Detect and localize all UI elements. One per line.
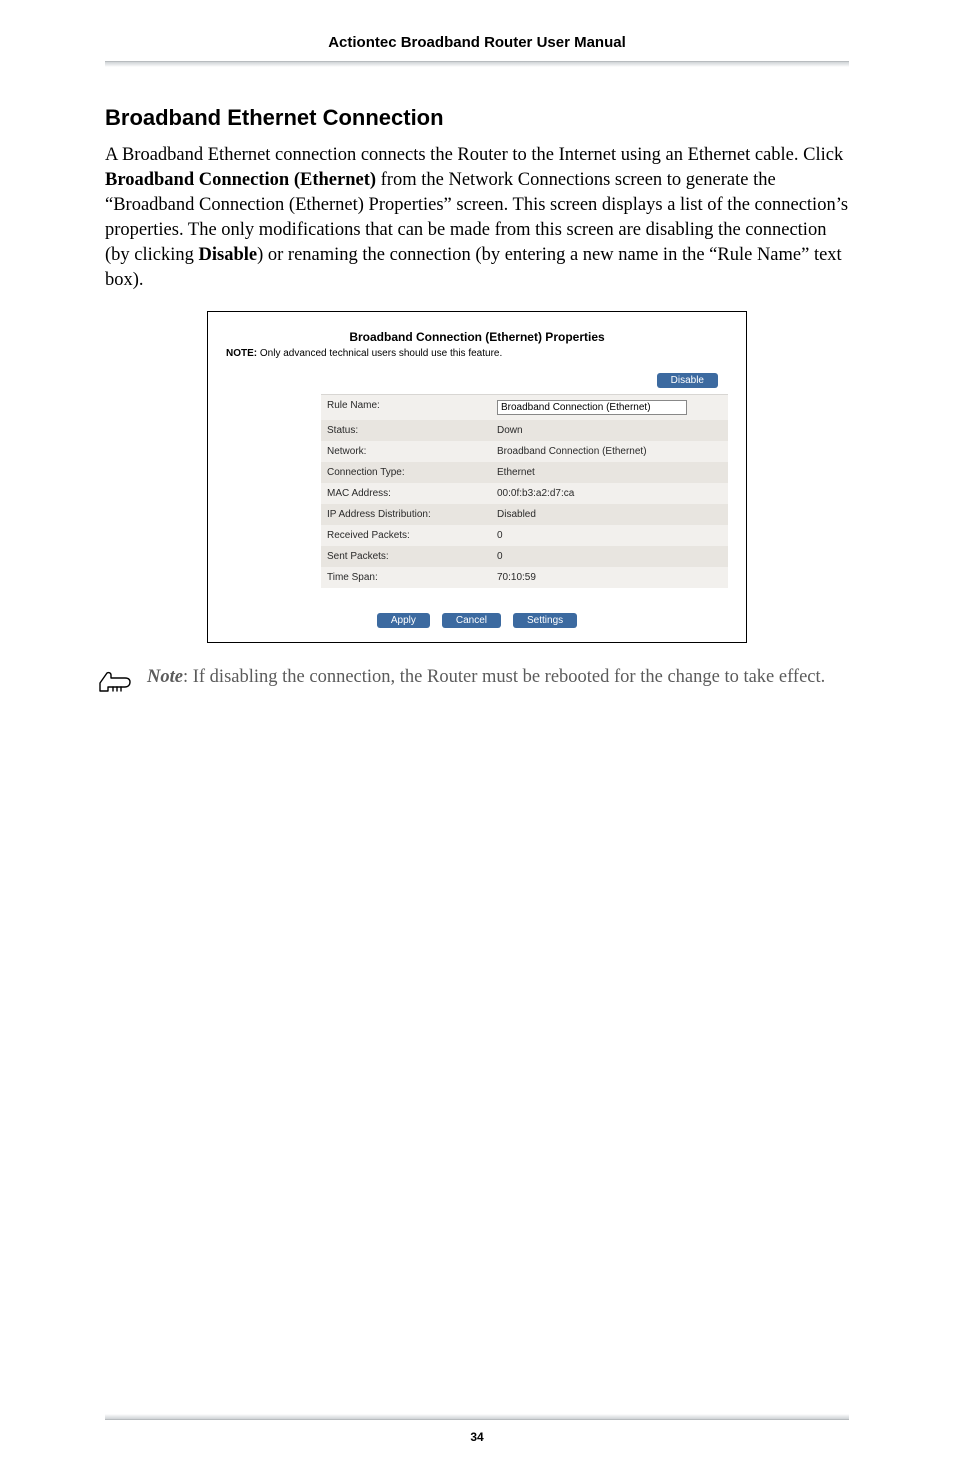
section-heading: Broadband Ethernet Connection (105, 105, 849, 131)
property-value: Broadband Connection (Ethernet) (491, 441, 728, 462)
property-value: 70:10:59 (491, 567, 728, 588)
footer-divider (105, 1414, 849, 1420)
property-row-time-span: Time Span: 70:10:59 (321, 567, 728, 588)
property-label: Status: (321, 420, 491, 441)
property-value: 0 (491, 546, 728, 567)
property-label: IP Address Distribution: (321, 504, 491, 525)
note-label: Note (147, 667, 183, 687)
property-label: Connection Type: (321, 462, 491, 483)
dialog-note: NOTE: Only advanced technical users shou… (226, 348, 728, 359)
dialog-title: Broadband Connection (Ethernet) Properti… (226, 330, 728, 344)
dialog-note-label: NOTE: (226, 348, 257, 359)
note-body: : If disabling the connection, the Route… (183, 667, 825, 687)
disable-row: Disable (321, 369, 728, 395)
dialog-button-row: Apply Cancel Settings (226, 610, 728, 628)
property-row-ip-distribution: IP Address Distribution: Disabled (321, 504, 728, 525)
property-value: 0 (491, 525, 728, 546)
property-row-network: Network: Broadband Connection (Ethernet) (321, 441, 728, 462)
rule-name-input[interactable] (497, 400, 687, 415)
properties-dialog: Broadband Connection (Ethernet) Properti… (207, 311, 747, 643)
property-row-status: Status: Down (321, 420, 728, 441)
property-label: Rule Name: (321, 395, 491, 420)
dialog-note-text: Only advanced technical users should use… (257, 348, 502, 359)
property-label: MAC Address: (321, 483, 491, 504)
property-value: 00:0f:b3:a2:d7:ca (491, 483, 728, 504)
property-row-rule-name: Rule Name: (321, 395, 728, 420)
pointing-hand-icon (97, 669, 137, 697)
property-value (491, 395, 728, 420)
property-value: Disabled (491, 504, 728, 525)
disable-button[interactable]: Disable (657, 373, 718, 388)
cancel-button[interactable]: Cancel (442, 613, 501, 628)
property-row-received-packets: Received Packets: 0 (321, 525, 728, 546)
property-value: Down (491, 420, 728, 441)
para-bold-1: Broadband Connection (Ethernet) (105, 170, 376, 190)
page-number: 34 (0, 1430, 954, 1444)
property-row-sent-packets: Sent Packets: 0 (321, 546, 728, 567)
property-row-connection-type: Connection Type: Ethernet (321, 462, 728, 483)
para-text-1: A Broadband Ethernet connection connects… (105, 145, 843, 165)
property-label: Received Packets: (321, 525, 491, 546)
note-text: Note: If disabling the connection, the R… (147, 665, 825, 690)
settings-button[interactable]: Settings (513, 613, 577, 628)
manual-header-title: Actiontec Broadband Router User Manual (105, 34, 849, 61)
property-label: Sent Packets: (321, 546, 491, 567)
property-value: Ethernet (491, 462, 728, 483)
section-paragraph: A Broadband Ethernet connection connects… (105, 143, 849, 293)
properties-table: Disable Rule Name: Status: Down Network:… (321, 369, 728, 588)
property-row-mac-address: MAC Address: 00:0f:b3:a2:d7:ca (321, 483, 728, 504)
property-label: Network: (321, 441, 491, 462)
header-divider (105, 61, 849, 67)
para-bold-2: Disable (199, 245, 258, 265)
note-callout: Note: If disabling the connection, the R… (97, 665, 849, 697)
apply-button[interactable]: Apply (377, 613, 430, 628)
property-label: Time Span: (321, 567, 491, 588)
